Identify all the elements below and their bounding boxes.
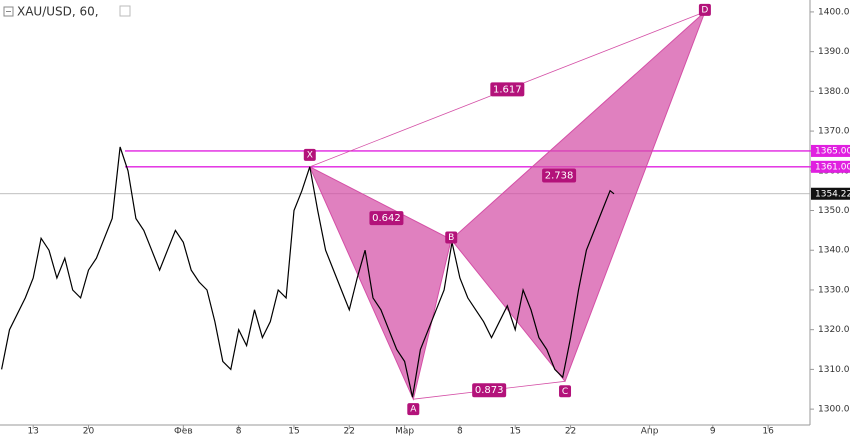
x-tick-label: Апр xyxy=(641,427,659,436)
level-box xyxy=(811,144,850,157)
level-box xyxy=(811,160,850,173)
x-tick-label: 9 xyxy=(710,427,716,436)
last-price-label: 1354.22 xyxy=(815,189,850,199)
x-tick-label: 22 xyxy=(565,427,576,436)
y-tick-label: 1350.00 xyxy=(818,206,850,216)
x-tick-label: 22 xyxy=(344,427,355,436)
ratio-label: 1.617 xyxy=(493,84,522,95)
y-tick-label: 1340.00 xyxy=(818,246,850,256)
ratio-badge xyxy=(472,383,507,398)
point-badge xyxy=(445,231,458,244)
y-tick-label: 1400.00 xyxy=(818,7,850,17)
x-tick-label: 15 xyxy=(288,427,299,436)
ratio-badge xyxy=(542,168,577,183)
point-badge xyxy=(698,3,711,16)
collapse-icon[interactable] xyxy=(3,6,14,17)
last-price-box xyxy=(811,187,850,200)
x-tick-label: Мар xyxy=(395,427,414,436)
ratio-label: 2.738 xyxy=(545,171,574,182)
y-tick-label: 1300.00 xyxy=(818,405,850,415)
y-tick-label: 1310.00 xyxy=(818,365,850,375)
x-tick-label: 8 xyxy=(236,427,242,436)
settings-icon[interactable] xyxy=(119,5,131,17)
y-tick-label: 1390.00 xyxy=(818,47,850,57)
y-tick-label: 1380.00 xyxy=(818,87,850,97)
ratio-badge xyxy=(490,82,525,97)
pattern-triangle xyxy=(450,11,706,383)
y-tick-label: 1370.00 xyxy=(818,127,850,137)
ratio-label: 0.642 xyxy=(372,213,401,224)
point-badge xyxy=(303,148,316,161)
point-badge xyxy=(407,403,420,416)
level-label: 1365.00 xyxy=(815,146,850,156)
point-label: B xyxy=(448,233,454,243)
level-label: 1361.00 xyxy=(815,162,850,172)
point-label: C xyxy=(562,387,568,397)
x-tick-label: Фев xyxy=(174,427,193,436)
ratio-badge xyxy=(369,211,404,226)
point-label: A xyxy=(410,405,417,415)
point-label: D xyxy=(701,5,708,15)
chart-title: XAU/USD, 60, xyxy=(17,5,99,19)
point-badge xyxy=(559,385,572,398)
x-tick-label: 20 xyxy=(83,427,95,436)
y-tick-label: 1320.00 xyxy=(818,325,850,335)
x-tick-label: 15 xyxy=(510,427,521,436)
x-tick-label: 13 xyxy=(27,427,38,436)
x-tick-label: 8 xyxy=(457,427,463,436)
y-tick-label: 1330.00 xyxy=(818,285,850,295)
x-tick-label: 16 xyxy=(762,427,774,436)
price-line xyxy=(1,146,615,398)
ratio-label: 0.873 xyxy=(475,385,504,396)
point-label: X xyxy=(307,150,313,160)
